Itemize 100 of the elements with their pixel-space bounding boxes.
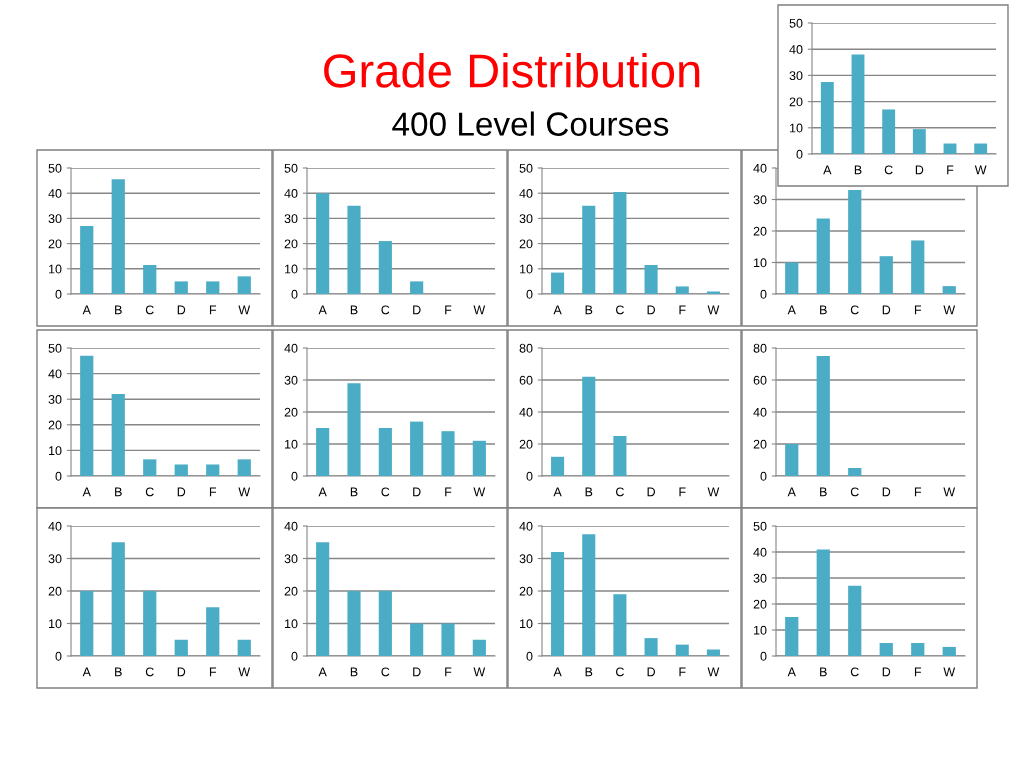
y-tick-label: 0: [291, 651, 298, 661]
bar: [848, 190, 862, 294]
y-tick-label: 20: [519, 239, 533, 249]
y-tick-label: 20: [48, 586, 62, 596]
x-tick-label: W: [238, 487, 251, 497]
bar: [441, 431, 455, 476]
x-tick-label: A: [823, 165, 832, 175]
x-tick-label: C: [616, 487, 624, 497]
y-tick-label: 0: [55, 651, 62, 661]
y-tick-label: 50: [48, 163, 62, 173]
y-tick-label: 30: [519, 214, 533, 224]
bar: [410, 421, 424, 476]
x-tick-label: D: [647, 487, 655, 497]
bar: [613, 594, 627, 656]
bar: [206, 281, 220, 294]
x-tick-label: A: [787, 667, 796, 677]
x-tick-label: F: [947, 165, 954, 175]
y-tick-label: 0: [526, 289, 533, 299]
bar: [143, 265, 157, 294]
y-tick-label: 10: [49, 446, 62, 456]
x-tick-label: A: [82, 305, 91, 315]
x-tick-label: A: [553, 667, 562, 677]
y-tick-label: 30: [284, 214, 298, 224]
x-tick-label: W: [707, 667, 720, 677]
bar: [174, 281, 188, 294]
x-tick-label: D: [413, 487, 421, 497]
bar: [851, 54, 865, 154]
y-tick-label: 10: [285, 264, 298, 274]
y-tick-label: 0: [526, 471, 533, 481]
y-tick-label: 0: [291, 471, 298, 481]
y-tick-label: 30: [48, 395, 62, 404]
y-tick-label: 30: [789, 71, 803, 81]
x-tick-label: F: [679, 487, 686, 497]
bar: [644, 638, 658, 656]
x-tick-label: D: [882, 667, 891, 677]
x-tick-label: W: [473, 487, 486, 497]
bar: [882, 109, 896, 154]
y-tick-label: 30: [284, 554, 298, 564]
x-tick-label: A: [82, 667, 91, 677]
bar: [879, 643, 893, 656]
y-tick-label: 40: [753, 547, 767, 557]
y-tick-label: 40: [519, 189, 533, 198]
x-tick-label: A: [553, 305, 562, 315]
bar: [237, 459, 251, 476]
x-tick-label: W: [974, 165, 987, 175]
x-tick-label: D: [882, 305, 891, 315]
y-tick-label: 0: [526, 651, 533, 661]
x-tick-label: A: [318, 667, 327, 677]
y-tick-label: 40: [753, 407, 767, 417]
y-tick-label: 20: [48, 420, 62, 430]
bar: [378, 428, 392, 476]
bar: [472, 440, 486, 476]
bar: [378, 591, 392, 656]
y-tick-label: 20: [789, 97, 803, 107]
y-tick-label: 0: [291, 289, 298, 299]
x-tick-label: W: [943, 487, 956, 497]
y-tick-label: 40: [789, 45, 803, 54]
y-tick-label: 40: [48, 521, 62, 531]
bar: [111, 394, 125, 476]
x-tick-label: C: [145, 667, 154, 677]
bar: [80, 591, 94, 656]
x-tick-label: F: [445, 667, 452, 677]
x-tick-label: A: [318, 305, 327, 315]
bar: [974, 143, 988, 154]
y-tick-label: 10: [520, 619, 533, 629]
bar: [820, 81, 834, 154]
x-tick-label: C: [850, 487, 859, 497]
bar: [316, 542, 330, 656]
x-tick-label: W: [473, 667, 486, 677]
x-tick-label: B: [115, 667, 122, 677]
y-tick-label: 40: [48, 189, 62, 198]
y-tick-label: 60: [519, 375, 533, 385]
bar: [410, 281, 424, 294]
bar: [785, 262, 799, 294]
y-tick-label: 20: [753, 439, 767, 449]
x-tick-label: D: [177, 305, 186, 315]
bar: [613, 191, 627, 294]
y-tick-label: 10: [49, 619, 62, 629]
y-tick-label: 40: [753, 163, 767, 173]
y-tick-label: 0: [55, 471, 62, 481]
bar: [206, 607, 220, 656]
y-tick-label: 20: [519, 586, 533, 596]
bar: [237, 276, 251, 294]
x-tick-label: W: [238, 667, 251, 677]
bar: [551, 456, 565, 476]
bar: [613, 436, 627, 476]
bar: [316, 428, 330, 476]
bar: [174, 639, 188, 656]
y-tick-label: 10: [754, 258, 767, 268]
y-tick-label: 40: [48, 369, 62, 379]
x-tick-label: A: [553, 487, 562, 497]
x-tick-label: C: [616, 305, 624, 315]
bar: [80, 355, 94, 476]
y-tick-label: 10: [49, 264, 62, 274]
y-tick-label: 80: [519, 343, 533, 353]
y-tick-label: 40: [284, 521, 298, 531]
bar: [942, 646, 956, 656]
y-tick-label: 50: [519, 163, 533, 173]
bar: [174, 464, 188, 476]
x-tick-label: B: [115, 305, 122, 315]
